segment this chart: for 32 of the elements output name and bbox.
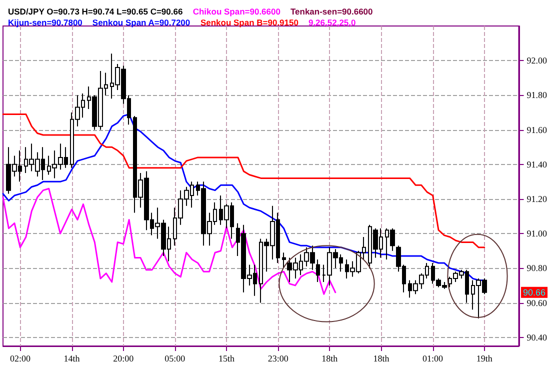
x-tick-label: 15th bbox=[218, 354, 235, 364]
y-tick-label: 91.40 bbox=[526, 159, 548, 170]
y-tick-label: 90.40 bbox=[526, 332, 548, 342]
x-tick-label: 18th bbox=[373, 354, 390, 364]
x-tick-label: 23:00 bbox=[268, 354, 289, 364]
annotation: 9,26,52,25,0 bbox=[308, 18, 356, 28]
chart-title: USD/JPY O=90.73 H=90.74 L=90.65 C=90.66 bbox=[8, 6, 183, 16]
x-tick-label: 01:00 bbox=[422, 354, 444, 364]
annotation: Senkou Span A=90.7200 bbox=[92, 18, 190, 28]
candlestick bbox=[282, 252, 286, 269]
x-tick-label: 02:00 bbox=[10, 354, 31, 364]
line-series bbox=[2, 188, 336, 295]
x-tick-label: 18th bbox=[322, 354, 338, 364]
text: Chikou Span=90.6600 bbox=[192, 6, 281, 16]
candlestick bbox=[316, 259, 320, 282]
y-tick-label: 90.60 bbox=[526, 298, 548, 308]
y-tick-label: 91.60 bbox=[526, 124, 548, 135]
line-series bbox=[2, 113, 486, 248]
y-tick-label: 91.80 bbox=[526, 90, 548, 100]
annotation: Senkou Span B=90.9150 bbox=[200, 18, 299, 28]
text: Tenkan-sen=90.6600 bbox=[290, 6, 374, 16]
annotation: 90.66 bbox=[523, 287, 546, 298]
y-tick-label: 92.00 bbox=[526, 56, 548, 66]
y-tick-label: 91.20 bbox=[526, 194, 548, 204]
x-tick-label: 20:00 bbox=[113, 354, 134, 364]
y-tick-label: 91.00 bbox=[526, 228, 548, 239]
y-tick-label: 90.80 bbox=[526, 263, 548, 274]
x-tick-label: 05:00 bbox=[164, 354, 186, 364]
x-tick-label: 19th bbox=[476, 354, 493, 364]
x-tick-label: 14th bbox=[64, 354, 80, 364]
annotation: Kijun-sen=90.7800 bbox=[8, 18, 83, 28]
line-series bbox=[2, 113, 486, 282]
